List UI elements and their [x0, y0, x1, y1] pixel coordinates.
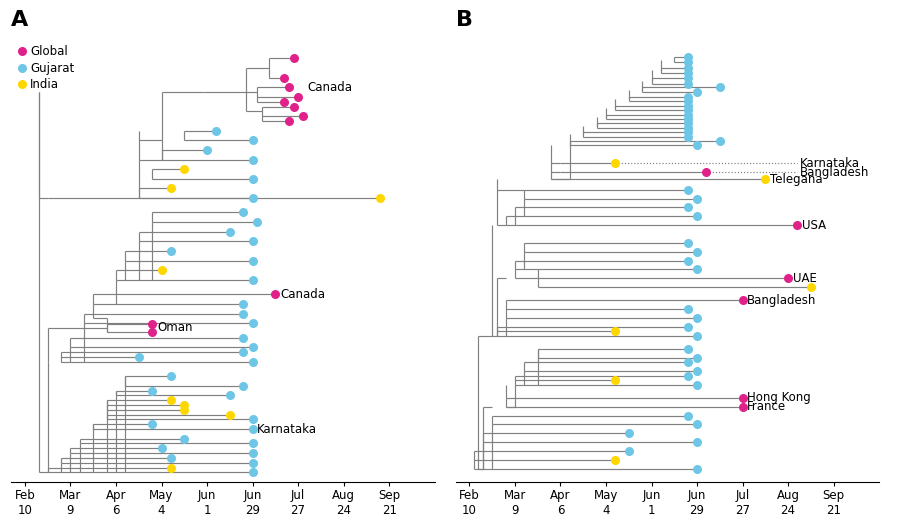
Text: Bangladesh: Bangladesh: [799, 166, 868, 178]
Text: Oman: Oman: [157, 322, 193, 334]
Text: Telegana: Telegana: [770, 173, 823, 186]
Text: Canada: Canada: [307, 81, 352, 94]
Text: France: France: [747, 400, 787, 413]
Text: UAE: UAE: [793, 272, 816, 285]
Text: B: B: [455, 11, 472, 31]
Text: USA: USA: [802, 219, 826, 232]
Legend: Global, Gujarat, India: Global, Gujarat, India: [17, 45, 75, 91]
Text: Canada: Canada: [280, 288, 325, 301]
Text: Hong Kong: Hong Kong: [747, 391, 811, 404]
Text: Karnataka: Karnataka: [799, 157, 860, 169]
Text: A: A: [12, 11, 29, 31]
Text: Bangladesh: Bangladesh: [747, 294, 816, 307]
Text: Karnataka: Karnataka: [257, 422, 317, 436]
